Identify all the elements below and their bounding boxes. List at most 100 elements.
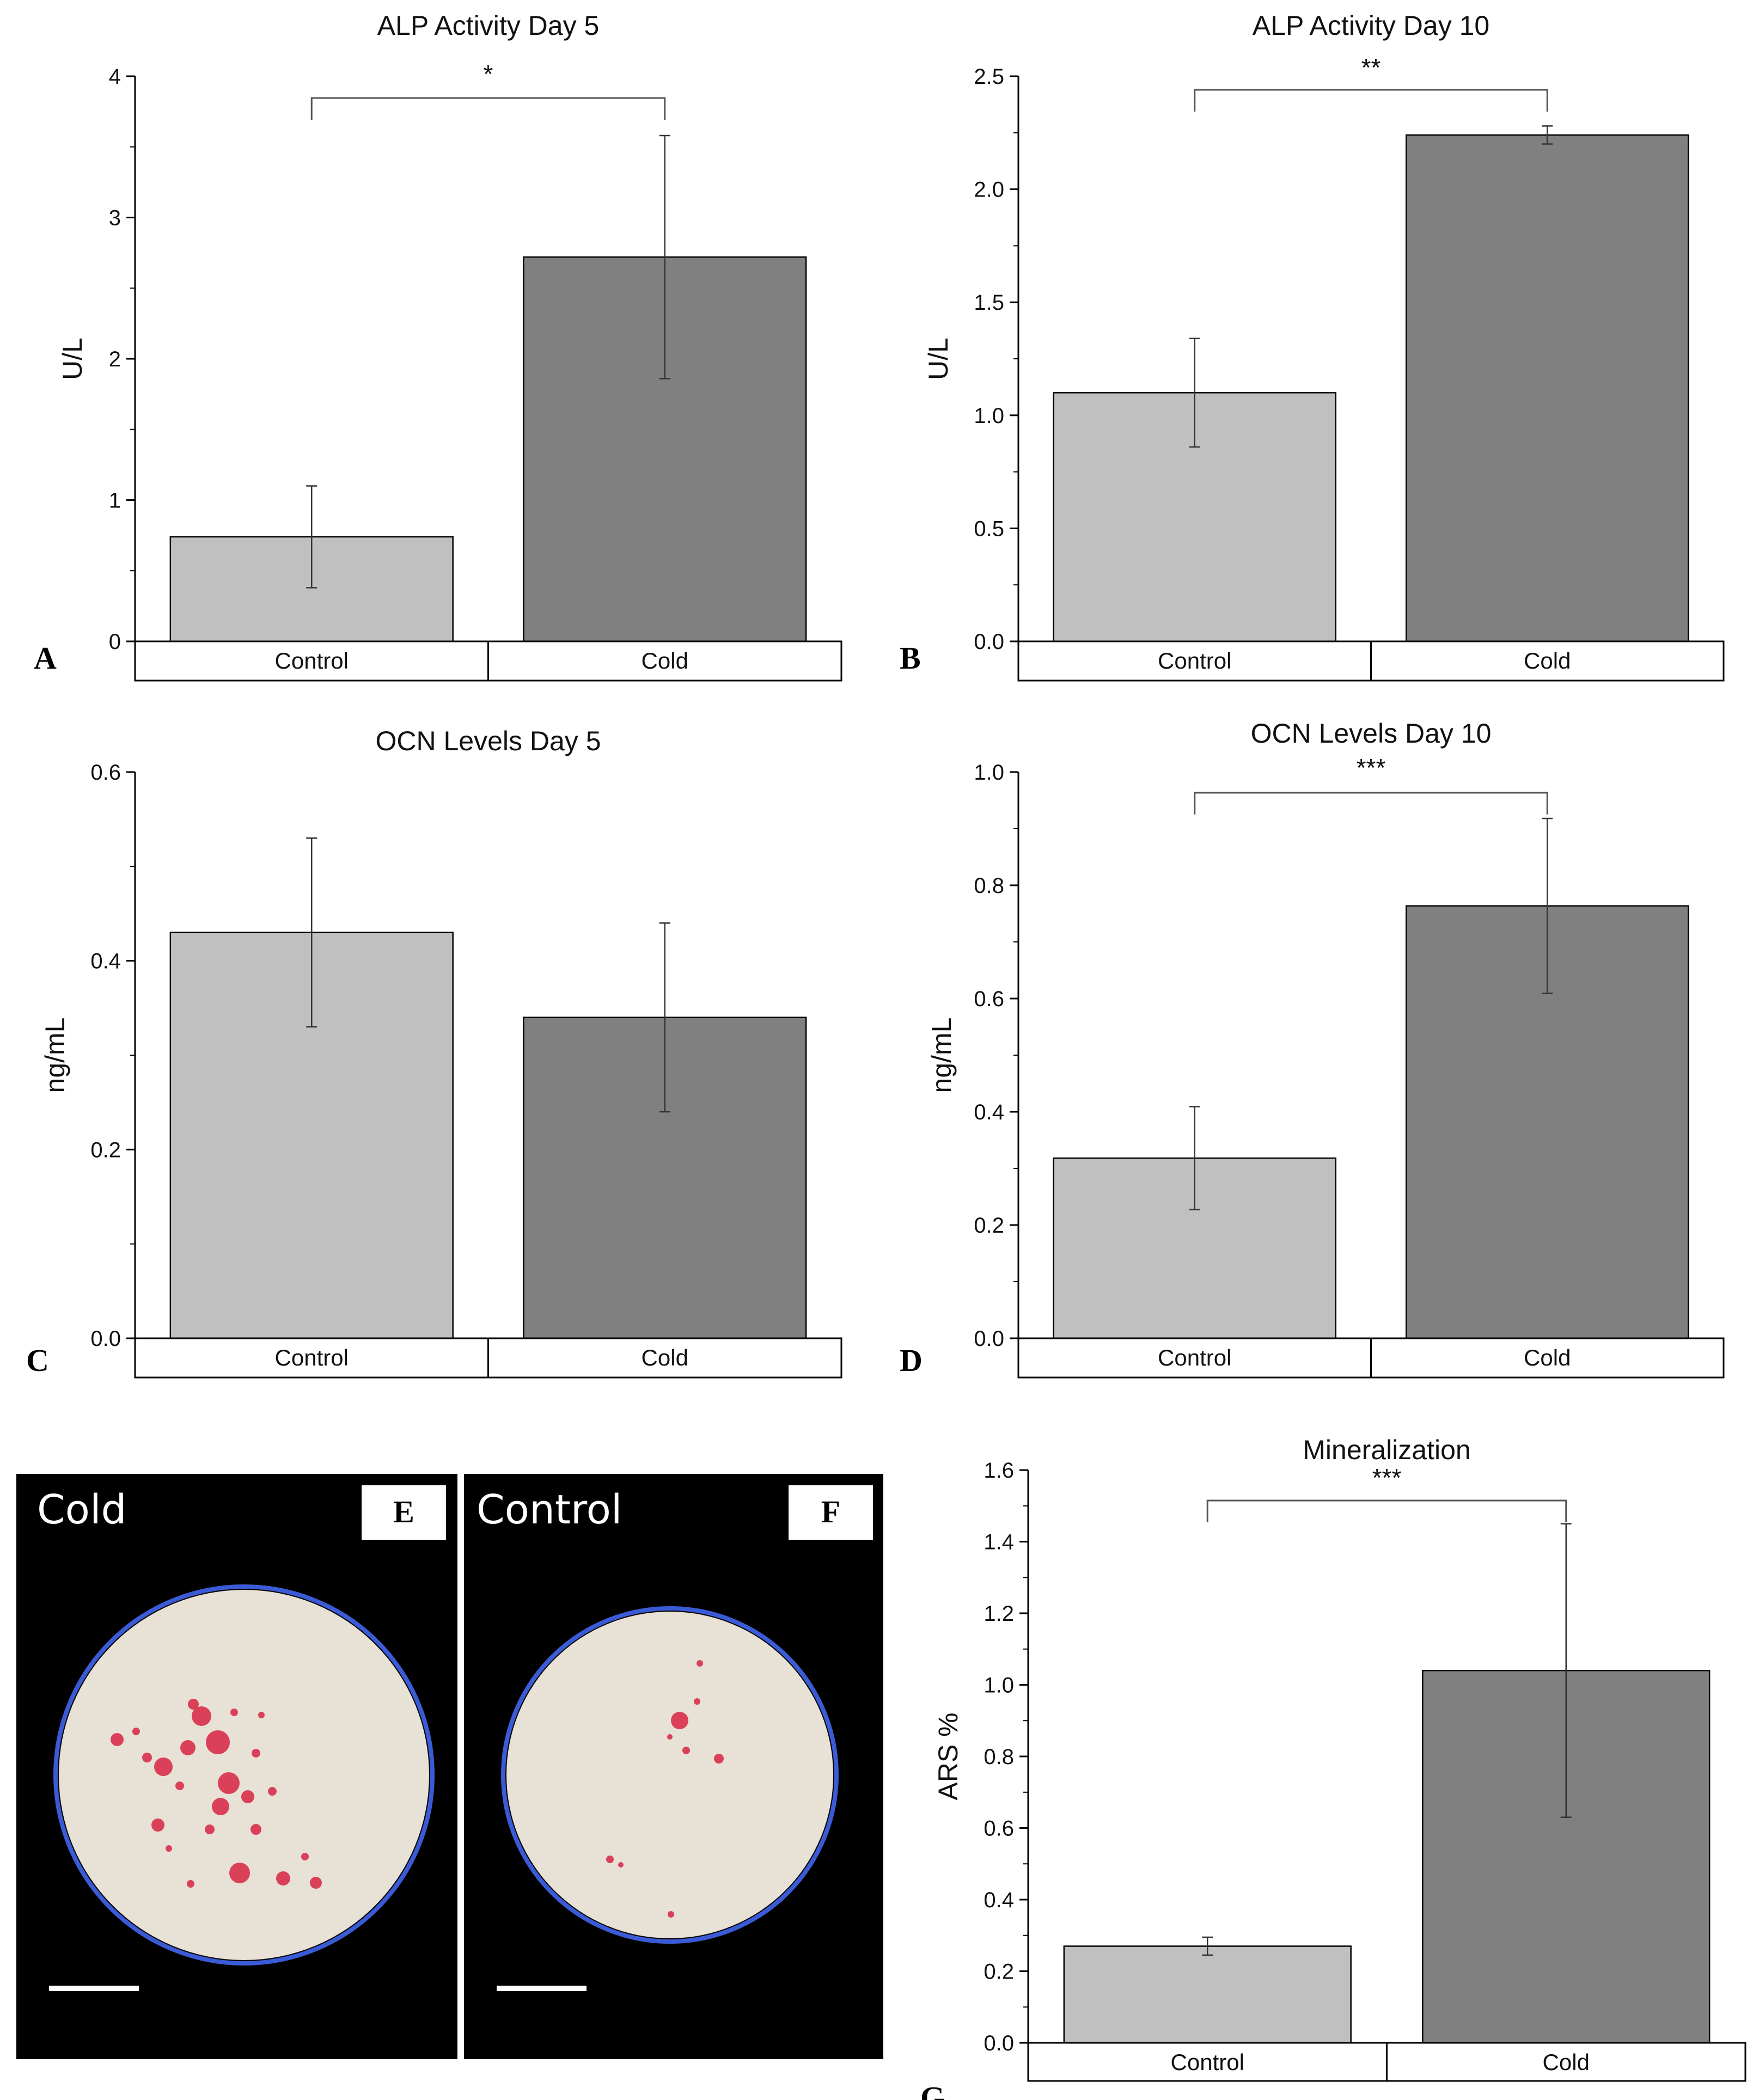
significance-label: *** bbox=[1357, 754, 1386, 782]
mineral-deposit bbox=[229, 1863, 250, 1883]
bar-control[interactable] bbox=[1063, 1945, 1352, 2044]
y-tick-label: 0.2 bbox=[984, 1960, 1014, 1984]
x-tick-label-control: Control bbox=[1158, 648, 1231, 674]
mineral-deposit bbox=[180, 1740, 196, 1755]
mineral-deposit bbox=[258, 1712, 265, 1718]
y-tick-label: 0.2 bbox=[90, 1138, 121, 1162]
mineral-deposit bbox=[132, 1728, 140, 1735]
y-tick-label: 1.5 bbox=[974, 291, 1004, 315]
chart-panel-d: OCN Levels Day 10 0.0 0.2 0.4 0.6 0.8 1.0 ng/mL… bbox=[900, 718, 1725, 1379]
photo-panel-e: Cold E bbox=[16, 1474, 457, 2059]
mineral-deposit bbox=[668, 1911, 674, 1918]
x-tick-label-control: Control bbox=[275, 1345, 349, 1370]
y-tick-label: 4 bbox=[109, 65, 121, 89]
x-tick-label-cold: Cold bbox=[1543, 2049, 1590, 2075]
mineral-deposit bbox=[606, 1856, 614, 1863]
significance-bracket bbox=[1206, 1499, 1567, 1522]
y-tick-label: 1.0 bbox=[984, 1674, 1014, 1698]
mineral-deposit bbox=[682, 1747, 690, 1754]
y-tick-label: 1.0 bbox=[974, 761, 1004, 785]
panel-letter-a: A bbox=[34, 640, 57, 676]
mineral-deposit bbox=[192, 1706, 211, 1726]
mineral-deposit bbox=[667, 1734, 673, 1740]
mineral-deposit bbox=[252, 1749, 260, 1758]
chart-panel-c: OCN Levels Day 5 0.0 0.2 0.4 0.6 ng/mL Control… bbox=[26, 726, 842, 1379]
chart-panel-g: Mineralization 0.0 0.2 0.4 0.6 0.8 1.0 1.2 1.4 1.… bbox=[920, 1435, 1746, 2100]
dish-rim bbox=[501, 1606, 839, 1944]
mineral-deposit bbox=[205, 1825, 215, 1834]
y-tick-label: 1.6 bbox=[984, 1459, 1014, 1483]
mineral-deposit bbox=[111, 1733, 124, 1746]
mineral-deposit bbox=[301, 1853, 309, 1860]
y-tick-label: 0.8 bbox=[974, 874, 1004, 898]
y-tick-label: 0.0 bbox=[974, 1327, 1004, 1351]
y-tick-label: 0.0 bbox=[974, 630, 1004, 654]
scale-bar bbox=[497, 1986, 587, 1991]
dish-rim bbox=[53, 1584, 435, 1966]
mineral-deposit bbox=[671, 1712, 688, 1729]
y-tick-label: 1.2 bbox=[984, 1602, 1014, 1626]
y-tick-label: 2.5 bbox=[974, 65, 1004, 89]
mineral-deposit bbox=[251, 1824, 261, 1835]
x-tick-label-control: Control bbox=[1171, 2049, 1244, 2075]
scale-bar bbox=[49, 1986, 139, 1991]
chart-title: Mineralization bbox=[1303, 1435, 1470, 1465]
y-tick-label: 1 bbox=[109, 489, 121, 513]
panel-letter-g: G bbox=[920, 2080, 945, 2100]
chart-panel-b: ALP Activity Day 10 0.0 0.5 1.0 1.5 2.0 2.5 U/L… bbox=[900, 10, 1725, 682]
y-tick-label: 1.4 bbox=[984, 1530, 1014, 1554]
panel-letter-b: B bbox=[900, 640, 921, 676]
y-tick-label: 0.4 bbox=[974, 1100, 1004, 1124]
y-tick-label: 0.0 bbox=[90, 1327, 121, 1351]
significance-bracket bbox=[1194, 89, 1548, 112]
photo-tag-box bbox=[362, 1485, 446, 1540]
photo-label: Control bbox=[477, 1486, 622, 1533]
y-tick-label: 2 bbox=[109, 347, 121, 371]
significance-label: *** bbox=[1372, 1464, 1402, 1492]
chart-title: ALP Activity Day 5 bbox=[377, 10, 600, 41]
bar-cold[interactable] bbox=[1406, 134, 1689, 642]
mineral-deposit bbox=[268, 1787, 277, 1796]
y-tick-label: 0.5 bbox=[974, 517, 1004, 541]
y-tick-label: 0 bbox=[109, 630, 121, 654]
mineral-deposit bbox=[218, 1772, 240, 1794]
y-tick-label: 0.4 bbox=[90, 950, 121, 974]
mineral-deposit bbox=[714, 1754, 724, 1764]
y-axis-label: ARS % bbox=[933, 1712, 963, 1800]
y-tick-label: 0.4 bbox=[984, 1888, 1014, 1912]
y-tick-label: 2.0 bbox=[974, 178, 1004, 202]
panel-letter-c: C bbox=[26, 1343, 49, 1378]
mineral-deposit bbox=[241, 1790, 254, 1803]
mineral-deposit bbox=[618, 1862, 624, 1868]
mineral-deposit bbox=[310, 1877, 322, 1889]
y-tick-label: 3 bbox=[109, 206, 121, 230]
x-tick-label-cold: Cold bbox=[642, 1345, 688, 1370]
mineral-deposit bbox=[230, 1709, 238, 1716]
y-axis-label: ng/mL bbox=[926, 1018, 957, 1093]
x-tick-label-cold: Cold bbox=[1524, 648, 1571, 674]
mineral-deposit bbox=[276, 1871, 290, 1885]
mineral-deposit bbox=[697, 1660, 703, 1667]
y-tick-label: 1.0 bbox=[974, 404, 1004, 428]
photo-tag-letter: E bbox=[393, 1494, 414, 1529]
mineral-deposit bbox=[212, 1798, 229, 1815]
mineral-deposit bbox=[166, 1845, 172, 1852]
y-axis-label: ng/mL bbox=[40, 1018, 70, 1093]
y-axis-label: U/L bbox=[923, 338, 954, 380]
mineral-deposit bbox=[694, 1698, 700, 1705]
y-tick-label: 0.6 bbox=[90, 761, 121, 785]
photo-label: Cold bbox=[37, 1486, 126, 1533]
y-tick-label: 0.2 bbox=[974, 1214, 1004, 1238]
y-tick-label: 0.6 bbox=[984, 1817, 1014, 1841]
mineral-deposit bbox=[187, 1880, 194, 1888]
y-tick-label: 0.0 bbox=[984, 2031, 1014, 2055]
culture-dish bbox=[59, 1590, 429, 1960]
y-tick-label: 0.8 bbox=[984, 1745, 1014, 1769]
photo-tag-letter: F bbox=[821, 1494, 840, 1529]
significance-bracket bbox=[1194, 792, 1548, 815]
chart-title: OCN Levels Day 10 bbox=[1251, 718, 1492, 749]
y-axis-label: U/L bbox=[57, 338, 88, 380]
mineral-deposit bbox=[175, 1781, 184, 1790]
x-tick-label-cold: Cold bbox=[642, 648, 688, 674]
